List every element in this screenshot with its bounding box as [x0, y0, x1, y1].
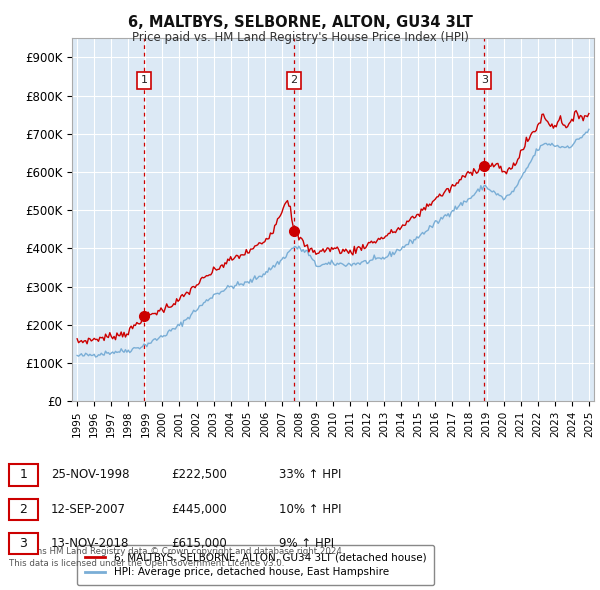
Text: £222,500: £222,500	[171, 468, 227, 481]
Text: 3: 3	[481, 76, 488, 86]
Legend: 6, MALTBYS, SELBORNE, ALTON, GU34 3LT (detached house), HPI: Average price, deta: 6, MALTBYS, SELBORNE, ALTON, GU34 3LT (d…	[77, 545, 434, 585]
Text: £445,000: £445,000	[171, 503, 227, 516]
Text: Contains HM Land Registry data © Crown copyright and database right 2024.: Contains HM Land Registry data © Crown c…	[9, 547, 344, 556]
Text: 12-SEP-2007: 12-SEP-2007	[51, 503, 126, 516]
Text: Price paid vs. HM Land Registry's House Price Index (HPI): Price paid vs. HM Land Registry's House …	[131, 31, 469, 44]
Text: This data is licensed under the Open Government Licence v3.0.: This data is licensed under the Open Gov…	[9, 559, 284, 568]
Text: 9% ↑ HPI: 9% ↑ HPI	[279, 537, 334, 550]
Text: 13-NOV-2018: 13-NOV-2018	[51, 537, 130, 550]
Text: 25-NOV-1998: 25-NOV-1998	[51, 468, 130, 481]
Text: 2: 2	[290, 76, 298, 86]
Text: 2: 2	[19, 503, 28, 516]
Text: 10% ↑ HPI: 10% ↑ HPI	[279, 503, 341, 516]
Text: 3: 3	[19, 537, 28, 550]
Text: £615,000: £615,000	[171, 537, 227, 550]
Text: 33% ↑ HPI: 33% ↑ HPI	[279, 468, 341, 481]
Text: 6, MALTBYS, SELBORNE, ALTON, GU34 3LT: 6, MALTBYS, SELBORNE, ALTON, GU34 3LT	[128, 15, 472, 30]
Text: 1: 1	[19, 468, 28, 481]
Text: 1: 1	[140, 76, 148, 86]
